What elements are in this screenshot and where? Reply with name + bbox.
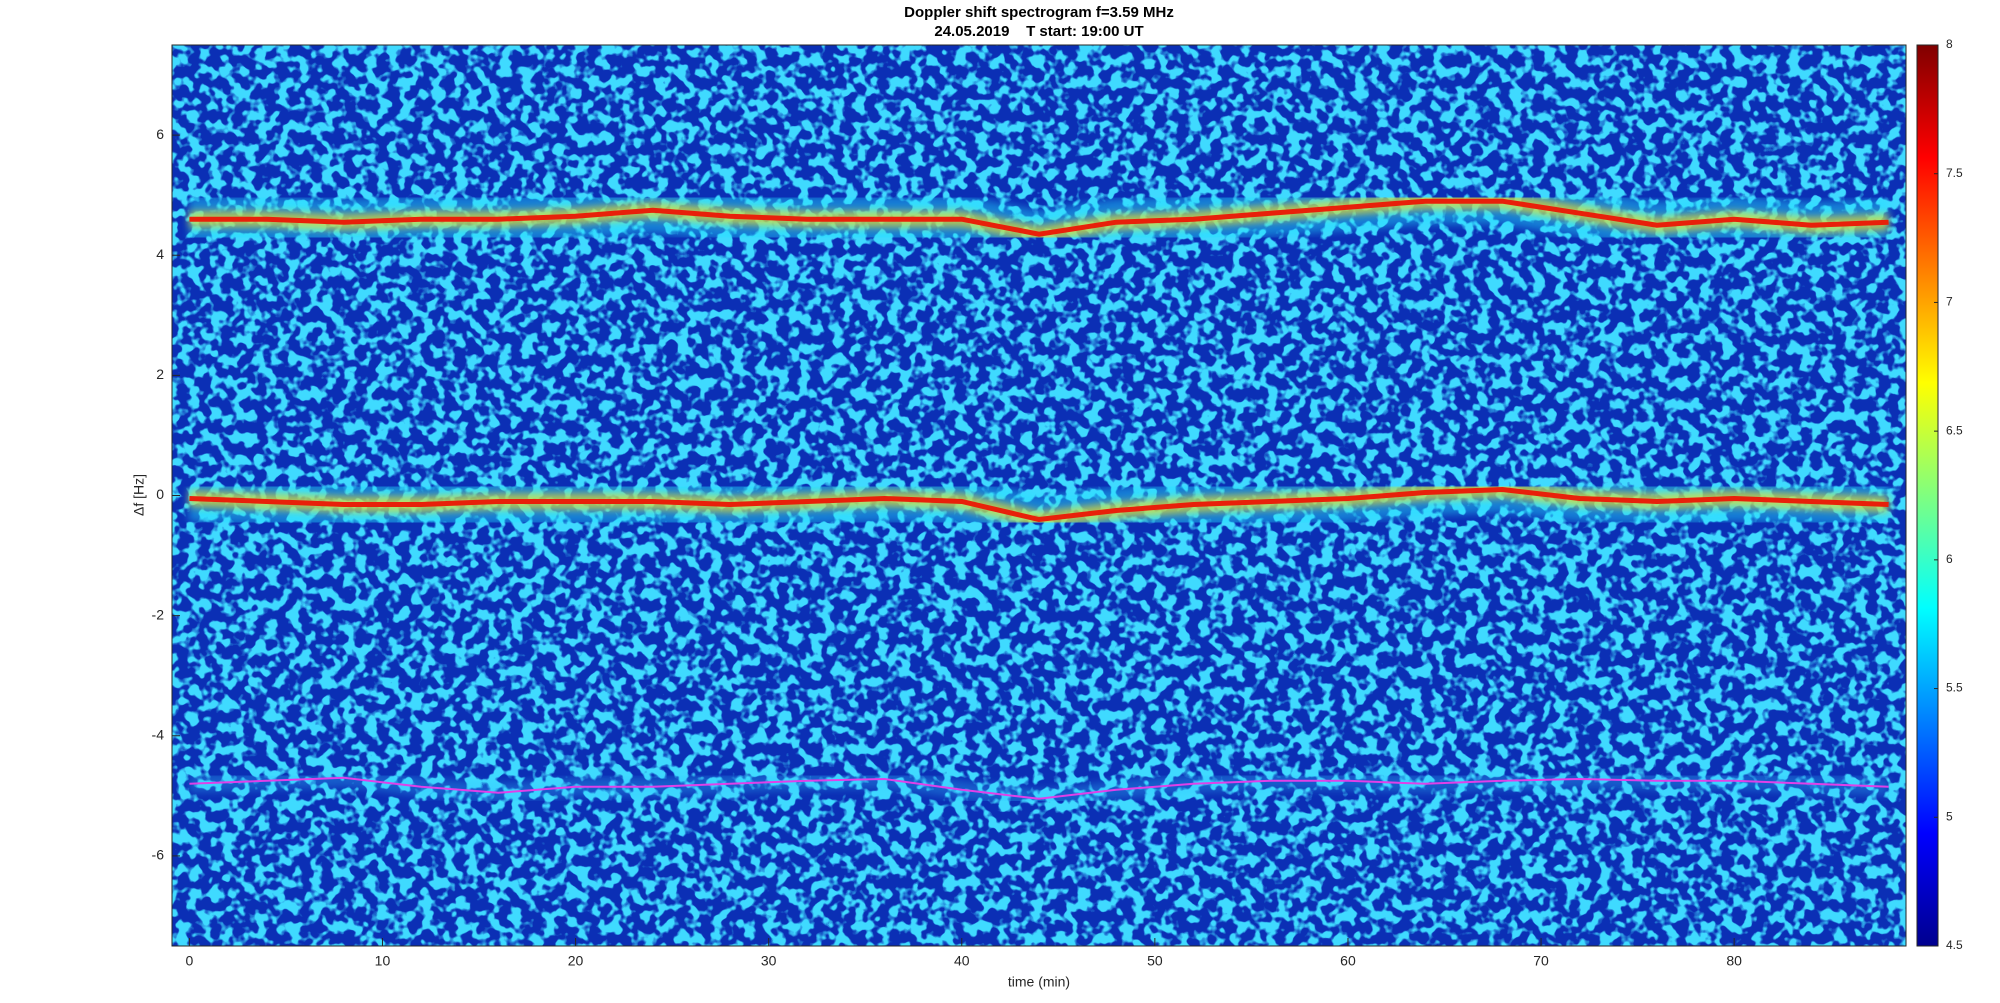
chart-subtitle: 24.05.2019 T start: 19:00 UT — [934, 23, 1143, 40]
trace-line — [189, 198, 1889, 237]
x-tick-label: 40 — [954, 953, 970, 969]
colorbar — [1916, 44, 1939, 947]
bands — [188, 178, 1890, 808]
y-tick-label: -4 — [152, 726, 165, 742]
x-tick-label: 50 — [1147, 953, 1163, 969]
x-tick-label: 10 — [375, 953, 391, 969]
x-tick-label: 80 — [1726, 953, 1742, 969]
x-axis-label: time (min) — [1008, 974, 1070, 990]
y-axis-label: Δf [Hz] — [131, 474, 147, 516]
y-tick-label: 0 — [156, 486, 164, 502]
colorbar-tick-label: 8 — [1946, 37, 1953, 51]
y-tick-label: 4 — [156, 246, 164, 262]
colorbar-tick-label: 7 — [1946, 295, 1953, 309]
x-tick-label: 20 — [568, 953, 584, 969]
x-tick-label: 60 — [1340, 953, 1356, 969]
x-tick-label: 70 — [1533, 953, 1549, 969]
y-tick-label: -2 — [152, 606, 165, 622]
y-tick-label: 2 — [156, 366, 164, 382]
y-tick-label: -6 — [152, 847, 165, 863]
colorbar-tick-label: 5 — [1946, 809, 1953, 823]
x-tick-label: 30 — [761, 953, 777, 969]
chart-title: Doppler shift spectrogram f=3.59 MHz — [904, 4, 1174, 21]
colorbar-tick-label: 7.5 — [1946, 166, 1963, 180]
colorbar-tick-label: 6.5 — [1946, 423, 1963, 437]
colorbar-tick-label: 5.5 — [1946, 681, 1963, 695]
trace-line — [189, 486, 1889, 523]
trace-line — [189, 776, 1889, 800]
x-tick-label: 0 — [185, 953, 193, 969]
colorbar-tick-label: 6 — [1946, 552, 1953, 566]
plot-area — [172, 45, 1906, 946]
y-tick-label: 6 — [156, 126, 164, 142]
colorbar-tick-label: 4.5 — [1946, 938, 1963, 952]
